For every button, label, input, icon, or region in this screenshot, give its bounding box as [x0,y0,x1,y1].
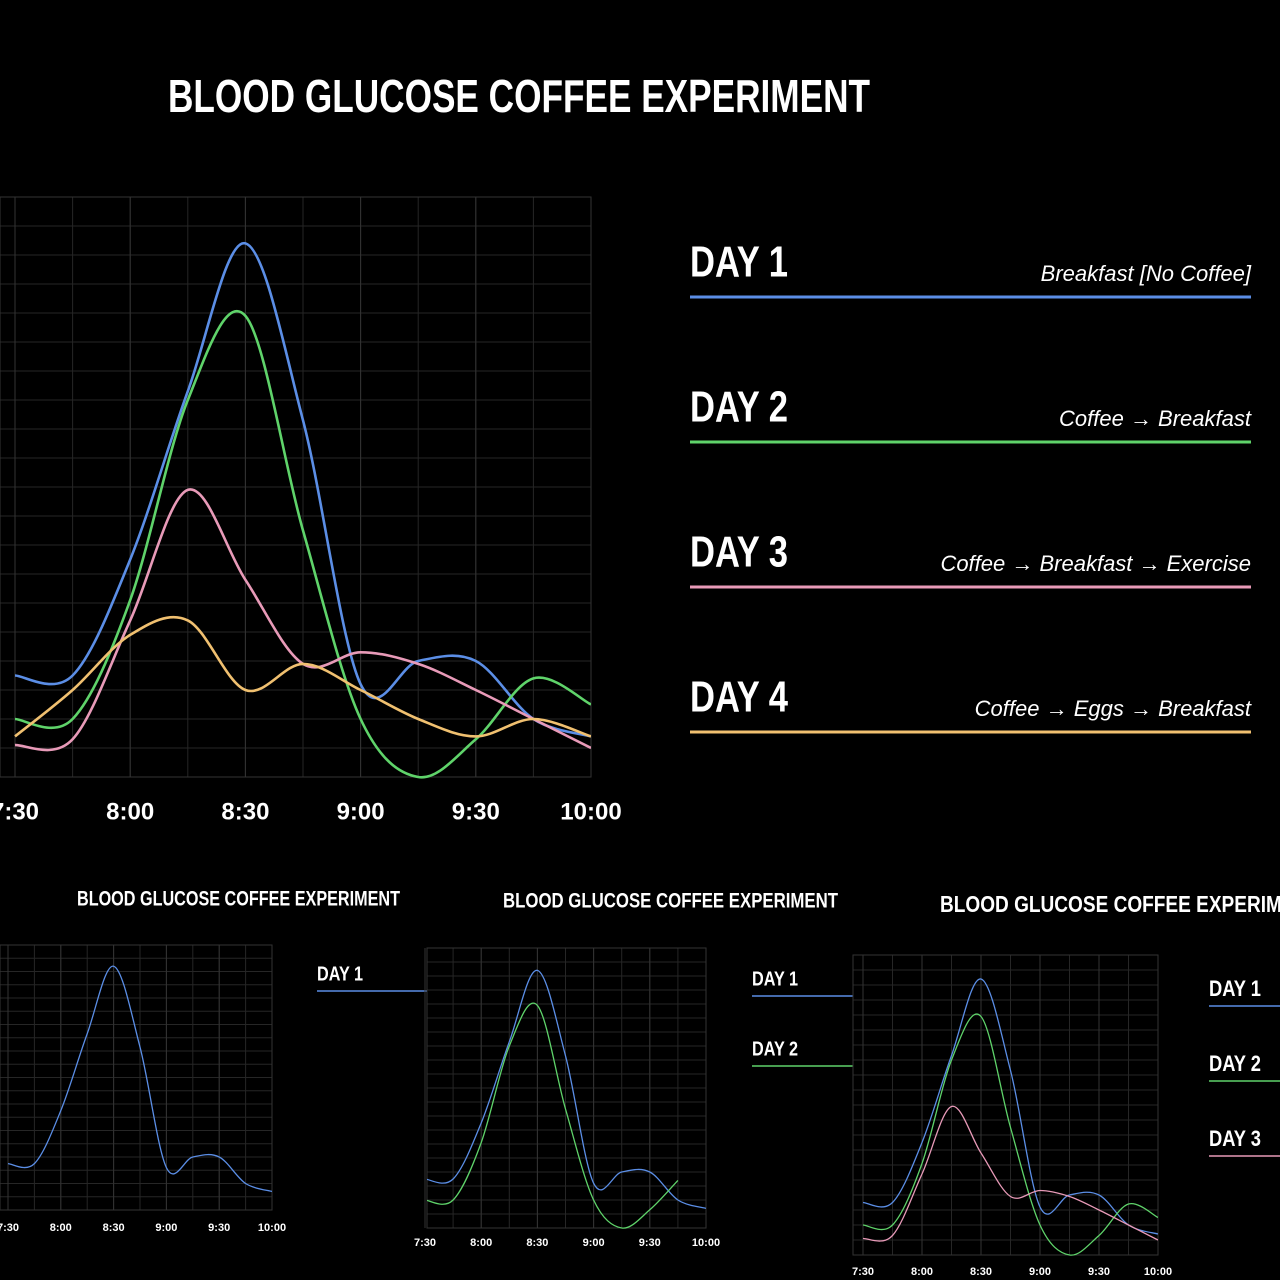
x-tick-label: 9:00 [583,1237,605,1249]
chart-title: BLOOD GLUCOSE COFFEE EXPERIMENT [940,891,1280,917]
chart: 7:30 8:00 8:30 9:00 9:30 10:00 DAY 1 DAY 2 DAY 3… [852,891,1280,1278]
series-line [862,1105,1158,1242]
chart-title: BLOOD GLUCOSE COFFEE EXPERIMENT [503,890,838,913]
x-tick-label: 8:00 [50,1222,72,1234]
legend-label: DAY 3 [690,528,788,577]
plot-frame [0,196,592,778]
legend-label: DAY 2 [690,383,788,432]
x-tick-label: 7:30 [852,1266,874,1278]
legend-description: Coffee → Breakfast [1059,406,1252,431]
legend-label: DAY 2 [752,1038,798,1060]
x-tick-label: 10:00 [560,798,621,825]
x-tick-label: 7:30 [0,798,39,825]
series-line [14,615,591,738]
x-tick-label: 8:30 [103,1222,125,1234]
legend-label: DAY 1 [752,968,798,990]
chart-title: BLOOD GLUCOSE COFFEE EXPERIMENT [77,888,400,911]
legend-description: Breakfast [No Coffee] [1041,261,1252,286]
legend-label: DAY 1 [317,963,363,985]
x-tick-label: 8:30 [526,1237,548,1249]
x-tick-label: 9:00 [1029,1266,1051,1278]
x-tick-label: 10:00 [692,1237,720,1249]
legend-description: Coffee → Breakfast → Exercise [940,551,1251,576]
x-tick-label: 10:00 [258,1222,286,1234]
x-tick-label: 10:00 [1144,1266,1172,1278]
series-line [14,310,591,779]
x-tick-label: 8:30 [221,798,269,825]
legend-description: Coffee → Eggs → Breakfast [975,696,1252,721]
x-tick-label: 9:00 [155,1222,177,1234]
legend-label: DAY 3 [1209,1126,1261,1151]
x-tick-label: 7:30 [0,1222,19,1234]
plot-frame [426,947,707,1229]
chart: 7:30 8:00 8:30 9:00 9:30 10:00 DAY 1 DAY 2 BLOOD… [414,890,853,1249]
series-line [862,978,1158,1235]
series-line [427,1002,679,1229]
series-line [862,1013,1158,1256]
x-tick-label: 9:30 [1088,1266,1110,1278]
series-line [14,242,591,738]
x-tick-label: 8:00 [470,1237,492,1249]
x-tick-label: 9:30 [208,1222,230,1234]
chart: 7:30 8:00 8:30 9:00 9:30 10:00 DAY 1 BLOOD GLUC… [0,888,427,1234]
series-line [427,969,706,1210]
x-tick-label: 9:30 [639,1237,661,1249]
plot-frame [0,944,273,1211]
x-tick-label: 9:00 [337,798,385,825]
plot-frame [852,954,1159,1256]
legend-label: DAY 1 [690,238,788,287]
legend-label: DAY 1 [1209,976,1261,1001]
series-line [7,965,272,1193]
x-tick-label: 8:30 [970,1266,992,1278]
x-tick-label: 9:30 [452,798,500,825]
series-line [14,488,591,752]
chart: 7:30 8:00 8:30 9:00 9:30 10:00 DAY 1 Breakfast … [0,70,1252,825]
legend-label: DAY 4 [690,673,788,722]
chart-title: BLOOD GLUCOSE COFFEE EXPERIMENT [168,70,870,122]
x-tick-label: 8:00 [911,1266,933,1278]
x-tick-label: 8:00 [106,798,154,825]
legend-label: DAY 2 [1209,1051,1261,1076]
x-tick-label: 7:30 [414,1237,436,1249]
